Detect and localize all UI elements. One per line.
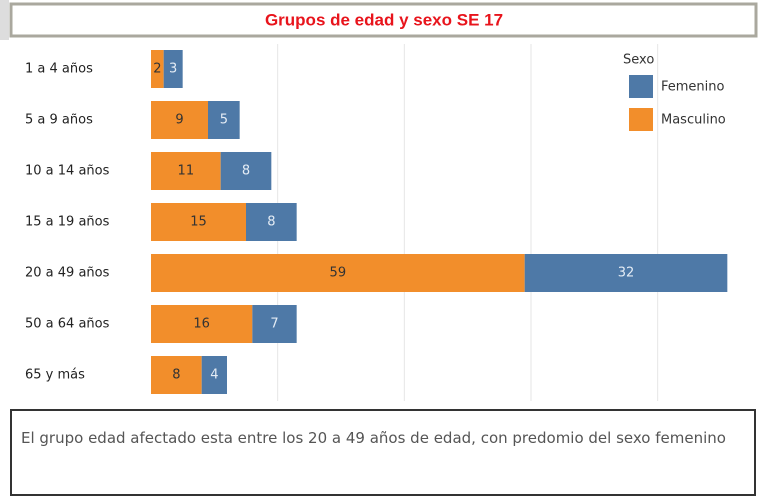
value-label: 5 [220,113,228,128]
bar-segment [151,203,246,241]
bar-segment [151,101,208,139]
bar-segment [151,305,253,343]
bar-segment [151,50,164,88]
bar-segment [151,152,221,190]
value-label: 8 [242,164,250,179]
category-label: 65 y más [25,368,85,383]
bar-segment [252,305,297,343]
chart-title: Grupos de edad y sexo SE 17 [265,10,503,29]
value-label: 7 [270,317,278,332]
bar-segment [151,254,525,292]
value-label: 15 [190,215,207,230]
category-label: 10 a 14 años [25,164,110,179]
legend-label: Femenino [661,80,725,95]
category-label: 15 a 19 años [25,215,110,230]
bar-segment [151,356,202,394]
legend-swatch [629,75,653,98]
value-label: 9 [175,113,183,128]
category-label: 20 a 49 años [25,266,110,281]
title-box [9,2,758,38]
bar-segment [201,356,227,394]
value-label: 16 [193,317,210,332]
bar-segment [163,50,183,88]
category-label: 1 a 4 años [25,62,93,77]
value-label: 32 [618,266,635,281]
value-label: 11 [178,164,195,179]
legend-title: Sexo [623,53,654,68]
category-label: 50 a 64 años [25,317,110,332]
bar-segment [524,254,728,292]
value-label: 8 [172,368,180,383]
category-label: 5 a 9 años [25,113,93,128]
value-label: 4 [210,368,218,383]
legend-label: Masculino [661,113,726,128]
annotation: El grupo edad afectado esta entre los 20… [10,409,756,496]
value-label: 3 [169,62,177,77]
legend-swatch [629,108,653,131]
side-panel [0,0,9,40]
bar-segment [220,152,272,190]
value-label: 59 [330,266,347,281]
value-label: 2 [153,62,161,77]
value-label: 8 [267,215,275,230]
bar-segment [208,101,240,139]
bar-segment [246,203,297,241]
